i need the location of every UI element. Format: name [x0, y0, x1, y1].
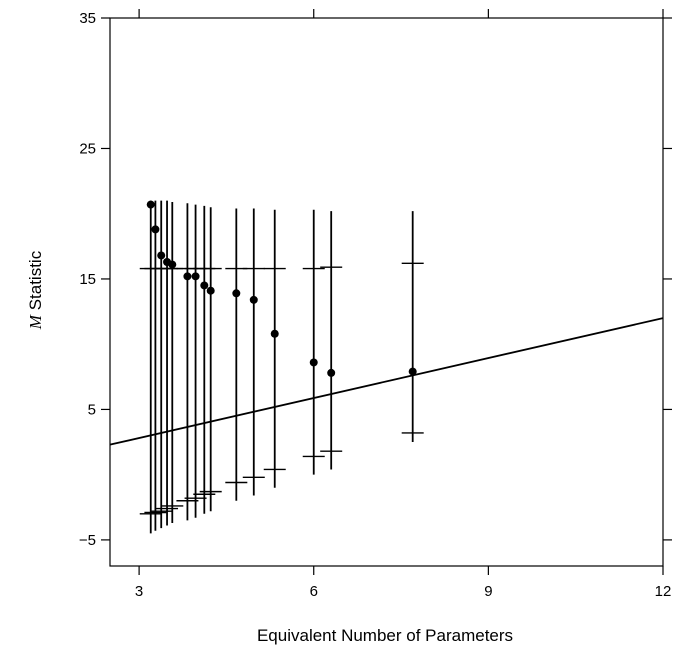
data-point	[151, 225, 160, 234]
y-tick-label: 25	[79, 140, 96, 157]
data-point-group	[242, 208, 265, 496]
data-point	[270, 329, 279, 338]
reference-line-group	[109, 317, 664, 446]
data-point	[157, 251, 166, 260]
data-point-group	[139, 200, 162, 534]
data-point	[327, 368, 336, 377]
data-point-group	[156, 200, 179, 526]
data-point	[183, 272, 192, 281]
data-marks	[139, 200, 424, 534]
data-point-group	[161, 201, 184, 523]
data-point	[232, 289, 241, 298]
data-point-group	[193, 205, 216, 514]
x-axis-label: Equivalent Number of Parameters	[257, 626, 513, 645]
y-tick-label: 35	[79, 10, 96, 27]
data-point-group	[401, 211, 424, 443]
x-tick-label: 3	[135, 583, 143, 600]
y-axis-label-rest: Statistic	[26, 250, 45, 315]
y-tick-label: 15	[79, 271, 96, 288]
data-point-group	[199, 207, 222, 512]
data-point	[146, 200, 155, 209]
data-point	[168, 260, 177, 269]
data-point-group	[320, 211, 343, 470]
data-point	[249, 295, 258, 304]
x-tick-label: 6	[310, 583, 318, 600]
data-point-group	[263, 209, 286, 488]
data-point	[191, 272, 200, 281]
x-tick-label: 12	[655, 583, 672, 600]
data-point	[309, 358, 318, 367]
data-point-group	[144, 200, 167, 531]
axes: 3 6 9 12 −5 5 15 25 35	[79, 9, 672, 600]
data-point-group	[225, 208, 248, 501]
y-axis-label: M Statistic	[26, 250, 45, 330]
y-tick-label: 5	[88, 401, 96, 418]
reference-line	[109, 317, 664, 446]
data-point-group	[150, 200, 173, 529]
data-point-group	[302, 209, 325, 475]
data-point	[408, 367, 417, 376]
x-tick-label: 9	[484, 583, 492, 600]
y-axis-label-italic: M	[26, 314, 45, 330]
plot-frame	[109, 17, 664, 567]
data-point	[206, 286, 215, 295]
y-tick-label: −5	[79, 532, 96, 549]
data-point	[200, 281, 209, 290]
